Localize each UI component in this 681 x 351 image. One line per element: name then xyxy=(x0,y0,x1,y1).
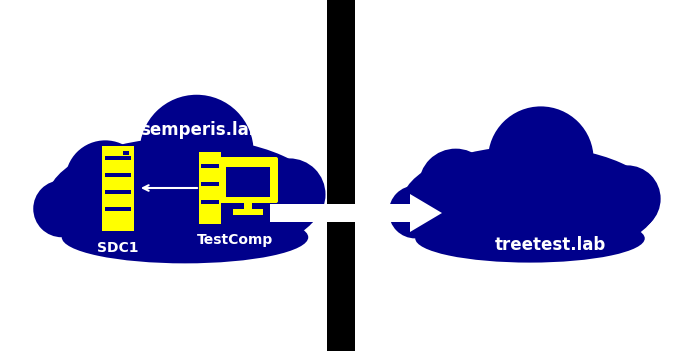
Bar xyxy=(201,200,219,204)
Bar xyxy=(105,190,131,194)
Circle shape xyxy=(419,148,493,223)
Text: TestComp: TestComp xyxy=(197,233,273,247)
Bar xyxy=(233,209,263,215)
Circle shape xyxy=(594,165,661,232)
Bar xyxy=(105,156,131,160)
Bar xyxy=(105,207,131,211)
Ellipse shape xyxy=(62,211,308,263)
Bar xyxy=(270,204,410,222)
Circle shape xyxy=(389,186,442,238)
Text: treetest.lab: treetest.lab xyxy=(494,236,605,254)
Bar xyxy=(199,152,221,224)
Bar xyxy=(226,167,270,197)
Circle shape xyxy=(253,158,326,231)
FancyBboxPatch shape xyxy=(219,157,278,203)
Text: SDC1: SDC1 xyxy=(97,241,139,256)
Ellipse shape xyxy=(415,214,645,263)
Ellipse shape xyxy=(47,138,323,261)
Circle shape xyxy=(33,180,91,237)
Polygon shape xyxy=(410,194,442,232)
Bar xyxy=(244,201,252,211)
Circle shape xyxy=(65,140,145,220)
Ellipse shape xyxy=(402,146,659,260)
Text: semperis.lab: semperis.lab xyxy=(140,121,260,139)
Bar xyxy=(102,146,134,231)
Circle shape xyxy=(140,95,253,209)
Bar xyxy=(105,173,131,177)
Bar xyxy=(327,0,355,351)
Bar xyxy=(201,183,219,186)
Bar xyxy=(123,151,129,154)
Bar xyxy=(201,164,219,168)
Circle shape xyxy=(488,106,594,212)
